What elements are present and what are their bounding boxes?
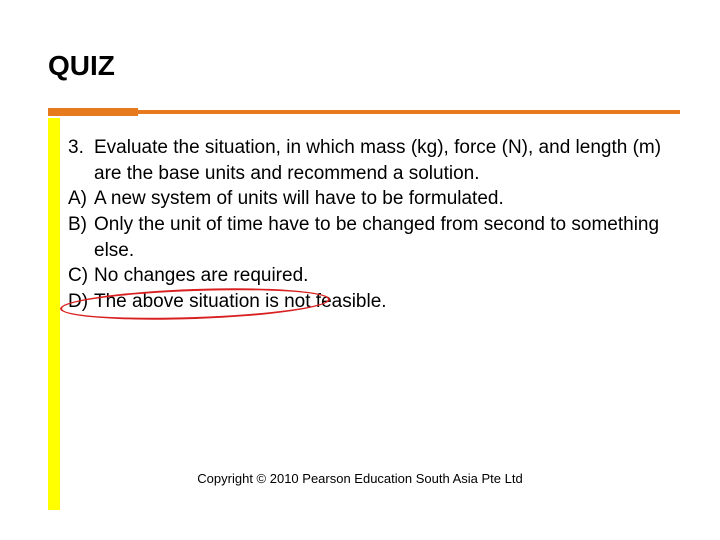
question-row: 3. Evaluate the situation, in which mass… [68,135,670,186]
option-label: B) [68,212,94,263]
option-label: D) [68,289,94,315]
option-text: No changes are required. [94,263,670,289]
option-text: Only the unit of time have to be changed… [94,212,670,263]
side-strip [48,118,60,510]
option-row: A) A new system of units will have to be… [68,186,670,212]
option-text: A new system of units will have to be fo… [94,186,670,212]
slide-title: QUIZ [48,50,115,82]
question-text: Evaluate the situation, in which mass (k… [94,135,670,186]
option-text: The above situation is not feasible. [94,289,670,315]
option-row: C) No changes are required. [68,263,670,289]
option-row: B) Only the unit of time have to be chan… [68,212,670,263]
content-area: 3. Evaluate the situation, in which mass… [68,135,670,314]
option-label: A) [68,186,94,212]
slide: QUIZ 3. Evaluate the situation, in which… [0,0,720,540]
copyright-text: Copyright © 2010 Pearson Education South… [0,471,720,486]
option-label: C) [68,263,94,289]
accent-bar-thin [138,110,680,114]
option-row: D) The above situation is not feasible. [68,289,670,315]
accent-bar-thick [48,108,138,116]
question-number: 3. [68,135,94,186]
